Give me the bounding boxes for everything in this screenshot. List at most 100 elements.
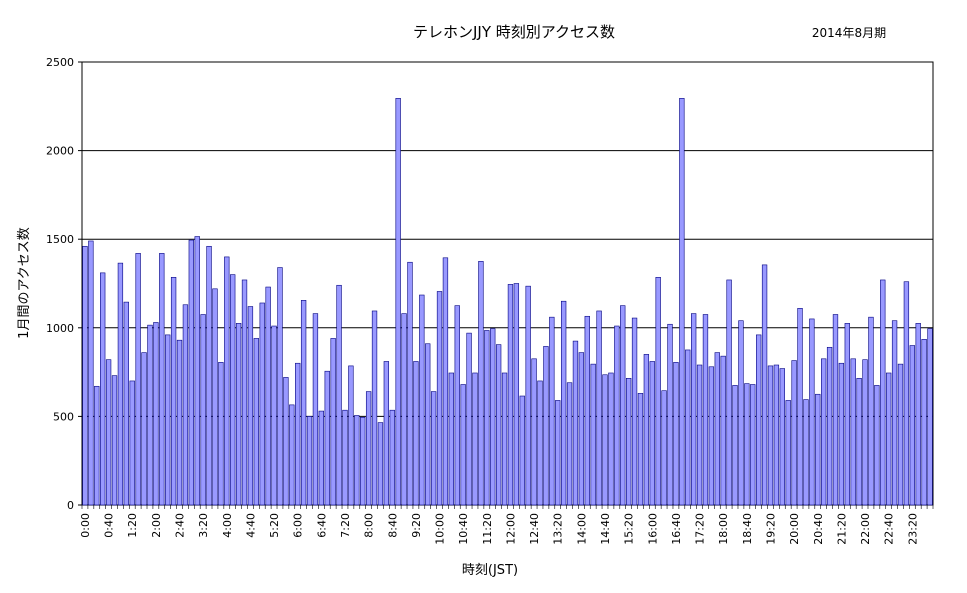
x-tick-label: 5:20: [268, 513, 281, 538]
bar: [82, 245, 88, 506]
x-tick-label: 9:20: [410, 513, 423, 538]
x-tick-label: 10:00: [434, 513, 447, 545]
bar: [785, 400, 791, 506]
bar: [259, 302, 265, 506]
bar: [921, 339, 927, 506]
bar: [454, 305, 460, 506]
bar: [377, 422, 384, 506]
y-axis-ticks: 0 500 1000 1500 2000 2500: [46, 56, 82, 512]
bar: [283, 377, 289, 506]
bar: [111, 375, 118, 506]
x-tick-label: 18:40: [741, 513, 754, 545]
bar: [773, 364, 780, 506]
bar: [797, 308, 803, 506]
bar: [903, 281, 910, 506]
bar: [578, 352, 585, 506]
x-tick-label: 0:00: [79, 513, 92, 538]
x-tick-label: 16:00: [646, 513, 659, 545]
bar: [129, 380, 135, 506]
x-tick-label: 2:40: [174, 513, 187, 538]
bar: [874, 385, 880, 506]
bar: [365, 391, 372, 506]
bar: [159, 253, 165, 506]
bar: [484, 330, 490, 506]
bar: [602, 374, 608, 506]
bar: [247, 306, 254, 506]
bar: [295, 362, 301, 506]
bar: [472, 372, 478, 506]
bar: [354, 415, 360, 506]
x-tick-label: 6:00: [292, 513, 305, 538]
x-axis-ticks: 0:00 0:40 1:20 2:00 2:40 3:20 4:00 4:40 5:20 6:00…: [79, 505, 934, 545]
bar: [176, 339, 183, 506]
bar: [679, 98, 685, 506]
bar: [395, 98, 401, 506]
bar: [466, 332, 472, 506]
bar: [519, 395, 525, 506]
bar: [265, 286, 271, 506]
bar: [696, 364, 703, 506]
bar: [230, 274, 236, 506]
bar: [336, 284, 342, 506]
x-tick-label: 1:20: [126, 513, 139, 538]
x-tick-label: 7:20: [339, 513, 352, 538]
bar: [442, 257, 449, 506]
bar: [726, 279, 732, 506]
bar: [566, 382, 573, 506]
bar: [348, 365, 354, 506]
x-tick-label: 23:20: [906, 513, 919, 545]
bar: [324, 370, 330, 506]
bar: [182, 304, 189, 506]
chart-title: テレホンJJY 時刻別アクセス数: [413, 23, 615, 41]
bar: [224, 256, 230, 506]
bar: [419, 294, 425, 506]
x-tick-label: 8:40: [386, 513, 399, 538]
bar: [856, 377, 862, 506]
bar: [105, 359, 112, 506]
bar: [300, 300, 307, 506]
bar: [555, 400, 561, 506]
bar: [643, 354, 650, 506]
bar: [206, 245, 212, 506]
bar: [271, 325, 277, 506]
bar: [306, 416, 313, 506]
bar: [690, 313, 697, 506]
bar: [714, 352, 720, 506]
bar: [170, 276, 177, 506]
bar: [342, 409, 348, 506]
bar: [495, 344, 502, 506]
bar: [430, 391, 437, 506]
bar: [708, 366, 715, 506]
bar: [501, 372, 508, 506]
bar: [413, 361, 419, 506]
y-tick-label: 0: [67, 499, 74, 512]
x-tick-label: 15:20: [623, 513, 636, 545]
x-tick-label: 0:40: [103, 513, 116, 538]
bar: [838, 362, 845, 506]
bar: [897, 363, 904, 506]
bar: [490, 328, 496, 506]
x-tick-label: 14:00: [575, 513, 588, 545]
bar: [779, 368, 785, 506]
bar: [850, 358, 856, 506]
bar: [407, 261, 413, 506]
bar: [135, 253, 141, 506]
x-tick-label: 3:20: [197, 513, 210, 538]
chart-subtitle: 2014年8月期: [812, 26, 886, 40]
bar: [744, 383, 750, 506]
bar: [572, 340, 579, 506]
bar: [218, 362, 224, 506]
bar: [141, 352, 147, 506]
gridlines: [82, 150, 933, 417]
bar: [312, 313, 319, 506]
bar: [909, 345, 915, 506]
x-tick-label: 22:00: [859, 513, 872, 545]
bar: [507, 284, 514, 506]
y-tick-label: 1000: [46, 322, 74, 335]
x-tick-label: 4:00: [221, 513, 234, 538]
x-axis-label: 時刻(JST): [462, 563, 518, 578]
bar: [543, 346, 549, 506]
bar: [891, 320, 898, 506]
bar: [880, 279, 886, 506]
